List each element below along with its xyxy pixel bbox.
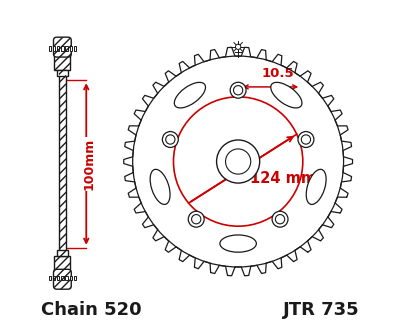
Text: 10.5: 10.5 (262, 67, 294, 80)
Circle shape (188, 211, 204, 227)
Bar (57, 250, 68, 256)
Text: Chain 520: Chain 520 (41, 301, 142, 319)
Bar (61, 46, 64, 51)
Circle shape (192, 214, 201, 224)
Circle shape (226, 149, 251, 174)
Ellipse shape (150, 169, 170, 204)
Circle shape (275, 214, 285, 224)
Circle shape (230, 82, 246, 98)
Text: 100mm: 100mm (82, 138, 96, 190)
Bar (65, 276, 68, 280)
Circle shape (301, 135, 310, 144)
Bar (70, 46, 72, 51)
Circle shape (166, 135, 175, 144)
Bar (54, 256, 70, 274)
Text: 124 mm: 124 mm (250, 171, 316, 186)
Bar (53, 276, 55, 280)
Bar (53, 46, 55, 51)
Bar (57, 276, 59, 280)
Bar (57, 70, 68, 76)
Bar (61, 276, 64, 280)
Bar (54, 52, 70, 70)
Bar (49, 276, 51, 280)
Bar (57, 46, 59, 51)
Circle shape (216, 140, 260, 183)
Bar (54, 256, 70, 274)
Bar (70, 276, 72, 280)
Ellipse shape (174, 82, 206, 108)
Bar (65, 46, 68, 51)
Bar (54, 52, 70, 70)
Circle shape (162, 132, 178, 148)
Bar (49, 46, 51, 51)
FancyBboxPatch shape (54, 269, 71, 289)
Bar (74, 46, 76, 51)
Bar (59, 70, 66, 256)
Bar (74, 276, 76, 280)
Bar (59, 70, 66, 256)
Text: JTR 735: JTR 735 (282, 301, 359, 319)
FancyBboxPatch shape (54, 37, 71, 57)
Ellipse shape (220, 235, 256, 252)
Circle shape (234, 86, 243, 95)
Ellipse shape (271, 82, 302, 108)
Circle shape (272, 211, 288, 227)
Ellipse shape (306, 169, 326, 204)
Circle shape (298, 132, 314, 148)
